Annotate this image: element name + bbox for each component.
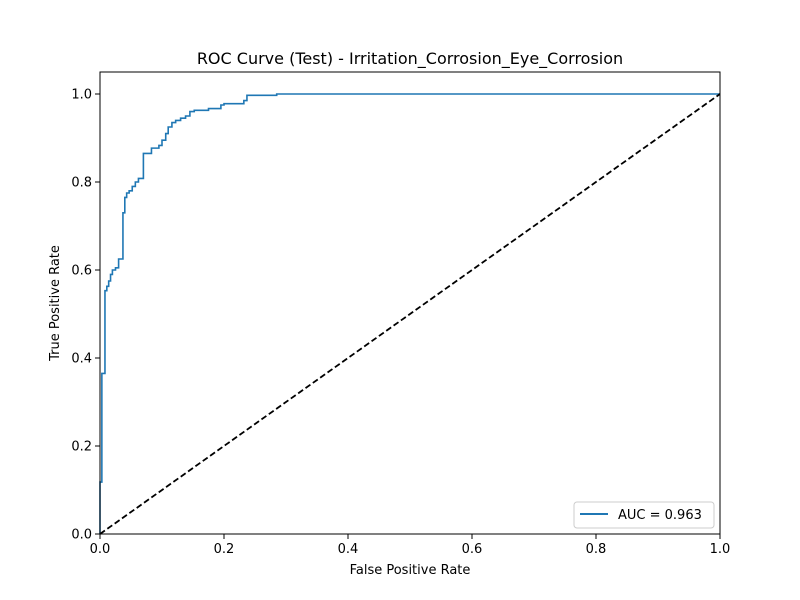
y-tick-label: 1.0 — [71, 88, 92, 103]
x-axis-label: False Positive Rate — [350, 563, 471, 578]
x-tick-label: 0.4 — [338, 542, 359, 557]
series-layer — [99, 93, 721, 535]
x-tick-label: 0.0 — [90, 542, 111, 557]
x-tick-label: 0.2 — [214, 542, 235, 557]
chance-diagonal-line — [99, 93, 721, 535]
x-tick-label: 0.6 — [462, 542, 483, 557]
y-tick-label: 0.6 — [71, 264, 92, 279]
y-axis-ticks: 0.0 0.2 0.4 0.6 0.8 1.0 — [71, 88, 100, 543]
plot-area — [100, 72, 720, 534]
chart-title: ROC Curve (Test) - Irritation_Corrosion_… — [197, 49, 623, 69]
plot-frame — [99, 71, 721, 535]
legend-entry-auc: AUC = 0.963 — [618, 508, 702, 523]
y-tick-label: 0.0 — [71, 528, 92, 543]
y-axis-label: True Positive Rate — [48, 245, 63, 362]
legend: AUC = 0.963 — [573, 501, 715, 529]
y-tick-label: 0.4 — [71, 352, 92, 367]
legend-box — [573, 501, 715, 529]
x-axis-ticks: 0.0 0.2 0.4 0.6 0.8 1.0 — [90, 534, 731, 557]
x-tick-label: 1.0 — [710, 542, 731, 557]
y-tick-label: 0.2 — [71, 440, 92, 455]
y-tick-label: 0.8 — [71, 176, 92, 191]
roc-curve-line — [99, 93, 720, 534]
x-tick-label: 0.8 — [586, 542, 607, 557]
